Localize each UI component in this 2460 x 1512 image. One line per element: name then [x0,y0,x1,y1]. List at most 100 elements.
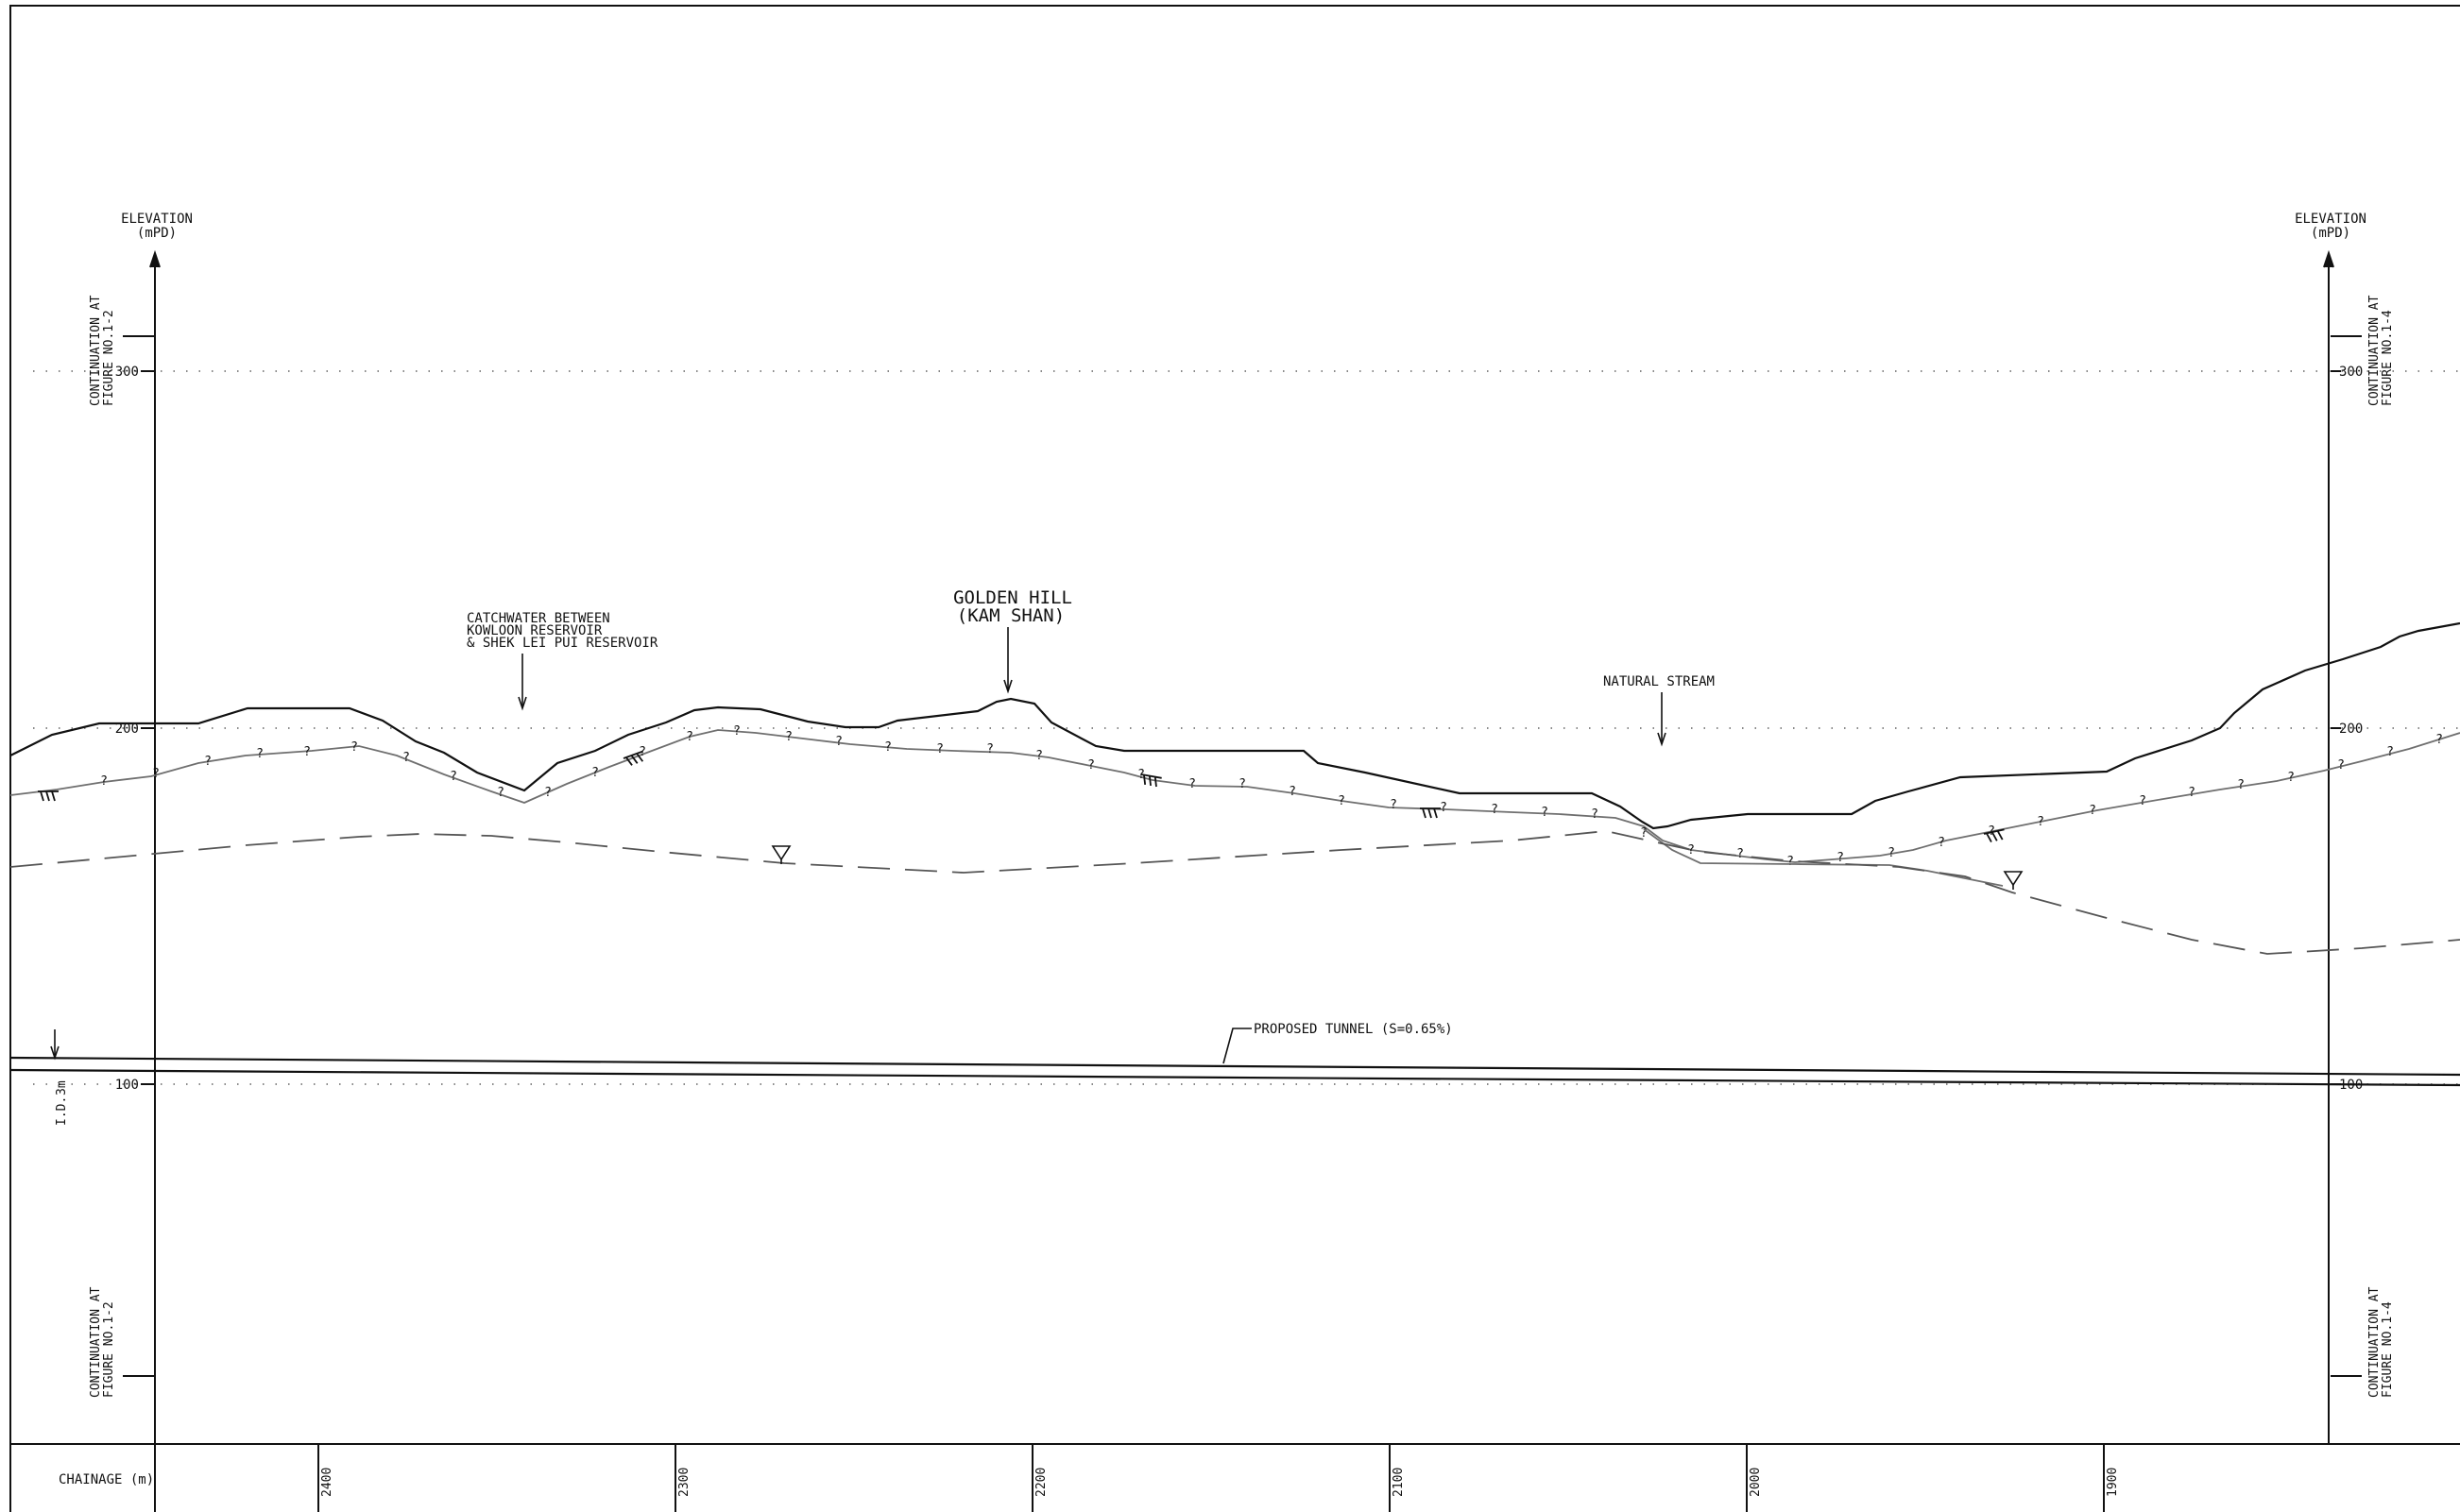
svg-text:FIGURE NO.1-2: FIGURE NO.1-2 [102,310,116,406]
svg-text:?: ? [2089,804,2096,818]
groundwater-line [9,830,2460,955]
right-axis-title: ELEVATION [2295,212,2366,227]
svg-text:?: ? [2237,778,2245,792]
svg-text:?: ? [2139,794,2146,808]
chainage-2200: 2200 [1034,1468,1049,1497]
svg-text:?: ? [884,740,892,755]
natural-stream-label: NATURAL STREAM [1603,674,1715,689]
svg-text:2100: 2100 [1392,1468,1406,1497]
svg-text:?: ? [450,770,457,784]
svg-text:CONTINUATION AT: CONTINUATION AT [89,295,103,406]
svg-text:FIGURE NO.1-4: FIGURE NO.1-4 [2381,310,2395,406]
right-axis-unit: (mPD) [2311,226,2350,241]
svg-text:?: ? [1888,846,1895,860]
ground-profile-line [9,621,2460,830]
svg-text:?: ? [1338,794,1345,808]
svg-text:?: ? [1736,847,1744,861]
natural-stream-arrow [1657,692,1666,747]
svg-text:FIGURE NO.1-4: FIGURE NO.1-4 [2381,1301,2395,1398]
rockhead-question-marks: ??? ??? ??? ??? ??? ??? ??? ??? ??? ??? … [100,724,2443,869]
catchwater-arrow [518,654,527,711]
right-elevation-axis [2323,249,2362,1445]
svg-text:?: ? [402,751,410,765]
svg-text:?: ? [986,742,994,756]
drawing-border [9,5,2460,1512]
svg-text:?: ? [1786,855,1794,869]
svg-text:3m: 3m [55,1080,69,1096]
left-tick-100: 100 [115,1078,139,1093]
svg-text:2200: 2200 [1034,1468,1049,1497]
rockhead-line [9,729,2460,863]
svg-text:?: ? [835,735,843,749]
left-axis-title: ELEVATION [121,212,193,227]
svg-text:?: ? [785,730,793,744]
right-tick-300: 300 [2339,365,2363,380]
svg-text:?: ? [1938,836,1945,850]
svg-text:?: ? [303,745,311,759]
continuation-right-bottom: CONTINUATION AT FIGURE NO.1-4 [2367,1286,2395,1398]
svg-text:?: ? [2287,771,2295,785]
svg-text:?: ? [2188,786,2195,800]
svg-text:?: ? [1035,749,1043,763]
svg-text:?: ? [1687,843,1695,858]
svg-text:?: ? [1239,777,1246,791]
svg-text:CONTINUATION AT: CONTINUATION AT [2367,295,2382,406]
svg-text:CONTINUATION AT: CONTINUATION AT [2367,1286,2382,1398]
groundwater-symbol-1 [771,845,792,864]
svg-text:CONTINUATION AT: CONTINUATION AT [89,1286,103,1398]
svg-text:?: ? [1440,801,1447,815]
svg-text:?: ? [204,755,212,769]
left-tick-300: 300 [115,365,139,380]
chainage-strip [10,1443,2460,1512]
right-tick-200: 200 [2339,722,2363,737]
svg-text:?: ? [686,730,693,744]
svg-text:?: ? [497,786,504,800]
svg-text:?: ? [1591,807,1598,822]
svg-text:?: ? [350,740,358,755]
tunnel-leader [1222,1028,1252,1064]
svg-text:?: ? [733,724,741,739]
svg-text:2000: 2000 [1749,1468,1763,1497]
svg-text:?: ? [1836,851,1844,865]
left-axis-unit: (mPD) [137,226,177,241]
stream-bed-line [1643,828,2004,887]
svg-text:2300: 2300 [677,1468,692,1497]
rock-hatch-symbols [38,750,2005,842]
chainage-1900: 1900 [2106,1468,2120,1497]
catchwater-label-line1: CATCHWATER BETWEEN [467,611,610,626]
continuation-left-top: CONTINUATION AT FIGURE NO.1-2 [89,295,116,406]
svg-text:?: ? [2435,733,2443,747]
continuation-left-bottom: CONTINUATION AT FIGURE NO.1-2 [89,1286,116,1398]
chainage-2300: 2300 [677,1468,692,1497]
svg-text:?: ? [2386,745,2394,759]
svg-text:?: ? [1491,803,1498,817]
svg-text:1900: 1900 [2106,1468,2120,1497]
svg-text:FIGURE NO.1-2: FIGURE NO.1-2 [102,1301,116,1398]
golden-hill-label-line1: GOLDEN HILL [953,587,1072,608]
svg-text:?: ? [1289,785,1296,799]
svg-text:?: ? [100,774,108,789]
svg-text:?: ? [1390,798,1397,812]
tunnel-label: PROPOSED TUNNEL (S=0.65%) [1254,1022,1453,1037]
chainage-2100: 2100 [1392,1468,1406,1497]
svg-text:2400: 2400 [320,1468,334,1497]
svg-text:?: ? [544,786,552,800]
svg-text:?: ? [591,766,599,780]
catchwater-label-line3: & SHEK LEI PUI RESERVOIR [467,636,658,651]
tunnel-diameter-text: 3m I.D. [55,1080,69,1126]
svg-text:I.D.: I.D. [55,1096,69,1126]
svg-text:?: ? [1640,826,1648,841]
elevation-gridlines [33,370,2460,1085]
tunnel-diameter-marker [50,1029,60,1061]
chainage-2000: 2000 [1749,1468,1763,1497]
catchwater-label-line2: KOWLOON RESERVOIR [467,623,603,638]
left-tick-200: 200 [115,722,139,737]
continuation-right-top: CONTINUATION AT FIGURE NO.1-4 [2367,295,2395,406]
svg-text:?: ? [936,742,944,756]
svg-text:?: ? [2337,758,2345,773]
svg-text:?: ? [152,767,160,781]
svg-text:?: ? [2037,815,2044,829]
proposed-tunnel [9,1056,2460,1087]
chainage-2400: 2400 [320,1468,334,1497]
